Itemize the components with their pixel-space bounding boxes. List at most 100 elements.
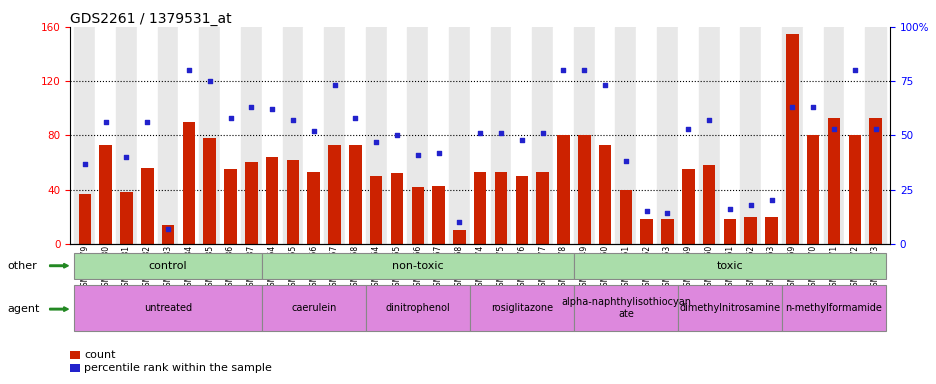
Text: toxic: toxic [716,261,742,271]
Bar [74,253,261,279]
Point [784,104,799,110]
Bar [698,27,719,244]
Bar [557,136,569,244]
Bar [431,185,445,244]
Bar [598,145,610,244]
Bar [677,285,782,331]
Bar [365,285,469,331]
Bar [719,27,739,244]
Bar [241,27,261,244]
Bar [826,118,840,244]
Bar [573,285,677,331]
Point [285,117,300,123]
Bar [120,192,133,244]
Bar [178,27,199,244]
Bar [95,27,116,244]
Bar [744,217,756,244]
Bar [387,27,407,244]
Bar [349,145,361,244]
Point [493,130,508,136]
Bar [469,285,573,331]
Bar [74,285,261,331]
Bar [619,190,632,244]
Bar [307,172,319,244]
Bar [453,230,465,244]
Point [514,137,529,143]
Bar [224,169,237,244]
Bar [511,27,532,244]
Point [389,132,404,139]
Bar [823,27,843,244]
Point [534,130,549,136]
Bar [573,253,885,279]
Bar [594,27,615,244]
Point [243,104,258,110]
Point [431,150,446,156]
Bar [782,27,802,244]
Bar [702,165,714,244]
Point [264,106,279,113]
Text: other: other [7,261,37,271]
Point [119,154,134,160]
Bar [677,27,698,244]
Bar [162,225,174,244]
Text: dinitrophenol: dinitrophenol [385,303,449,313]
Bar [407,27,428,244]
Bar [245,162,257,244]
Bar [365,27,387,244]
Text: dimethylnitrosamine: dimethylnitrosamine [679,303,780,313]
Point [327,83,342,89]
Point [659,210,674,217]
Bar [266,157,278,244]
Bar [864,27,885,244]
Point [98,119,113,126]
Bar [535,172,548,244]
Point [701,117,716,123]
Bar [494,172,506,244]
Bar [261,253,573,279]
Bar [141,168,154,244]
Point [555,67,570,73]
Bar [74,27,95,244]
Text: alpha-naphthylisothiocyan
ate: alpha-naphthylisothiocyan ate [561,297,690,319]
Bar [324,27,344,244]
Bar [183,122,195,244]
Bar [573,27,594,244]
Bar [390,173,402,244]
Point [182,67,197,73]
Bar [532,27,552,244]
Point [846,67,861,73]
Point [638,208,653,214]
Point [618,158,633,164]
Bar [681,169,694,244]
Bar [765,217,777,244]
Point [160,225,175,232]
Text: count: count [84,350,116,360]
Bar [656,27,677,244]
Bar [137,27,157,244]
Point [223,115,238,121]
Text: GDS2261 / 1379531_at: GDS2261 / 1379531_at [70,12,231,26]
Bar [474,172,486,244]
Point [472,130,487,136]
Bar [661,219,673,244]
Point [805,104,820,110]
Bar [802,27,823,244]
Bar [869,118,881,244]
Point [139,119,154,126]
Point [410,152,425,158]
Text: percentile rank within the sample: percentile rank within the sample [84,363,272,373]
Text: rosiglitazone: rosiglitazone [490,303,552,313]
Text: caerulein: caerulein [291,303,336,313]
Text: control: control [149,261,187,271]
Bar [303,27,324,244]
Point [742,202,757,208]
Point [368,139,383,145]
Bar [286,160,299,244]
Text: untreated: untreated [144,303,192,313]
Point [763,197,778,204]
Bar [515,176,528,244]
Bar [157,27,178,244]
Point [722,206,737,212]
Point [202,78,217,84]
